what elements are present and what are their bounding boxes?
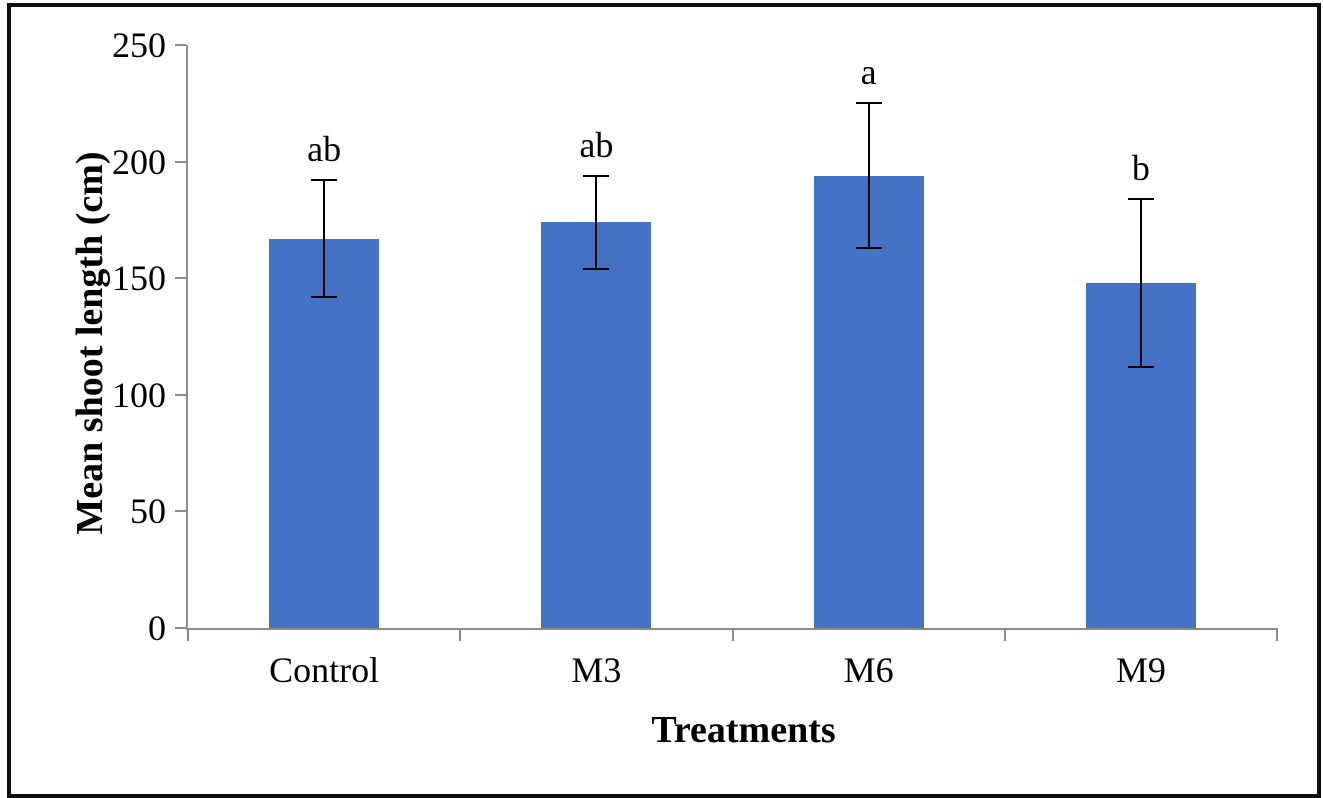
y-tick-label: 50 [130, 491, 166, 532]
bar [813, 175, 924, 628]
error-bar-cap-top [583, 174, 610, 177]
error-bar-cap-bottom [583, 267, 610, 270]
y-axis-tick [175, 44, 186, 46]
x-axis-tick [731, 630, 734, 641]
y-axis-line [186, 45, 188, 630]
error-bar-line [1139, 198, 1142, 367]
error-bar-cap-top [1127, 197, 1154, 200]
plot-area: 0 50 100 150 200 250 ab Control ab M3 a M6 b M9 [11, 7, 1317, 794]
x-axis-title: Treatments [651, 709, 836, 751]
bar [269, 238, 380, 628]
error-bar-cap-top [311, 179, 338, 182]
error-bar-cap-bottom [311, 295, 338, 298]
error-bar-line [867, 103, 870, 248]
significance-letter: ab [307, 129, 342, 170]
x-axis-tick [459, 630, 462, 641]
x-category-label: M9 [1115, 650, 1166, 690]
y-tick-label: 0 [148, 608, 166, 648]
significance-letter: a [860, 52, 877, 93]
y-axis-tick [175, 510, 186, 513]
y-tick-label: 150 [112, 258, 166, 299]
x-category-label: M3 [571, 650, 622, 690]
x-category-label: Control [269, 650, 380, 690]
error-bar-line [595, 175, 598, 269]
y-axis-tick [175, 393, 186, 396]
error-bar-cap-top [855, 102, 882, 105]
significance-letter: b [1131, 147, 1150, 188]
figure-frame: Mean shoot length (cm) Treatments 0 50 100… [7, 3, 1321, 798]
error-bar-cap-bottom [1127, 365, 1154, 368]
error-bar-line [323, 180, 326, 297]
x-axis-tick [187, 630, 189, 641]
y-tick-label: 100 [112, 374, 166, 415]
bar [541, 222, 652, 628]
error-bar-cap-bottom [855, 246, 882, 249]
x-category-label: M6 [843, 650, 894, 690]
y-axis-tick [175, 160, 186, 163]
y-tick-label: 250 [112, 25, 166, 65]
x-axis-tick [1003, 630, 1006, 641]
y-axis-tick [175, 627, 186, 629]
significance-letter: ab [579, 124, 614, 165]
x-axis-tick [1276, 630, 1278, 641]
y-axis-tick [175, 277, 186, 280]
x-axis-line [186, 628, 1278, 630]
y-tick-label: 200 [112, 141, 166, 182]
